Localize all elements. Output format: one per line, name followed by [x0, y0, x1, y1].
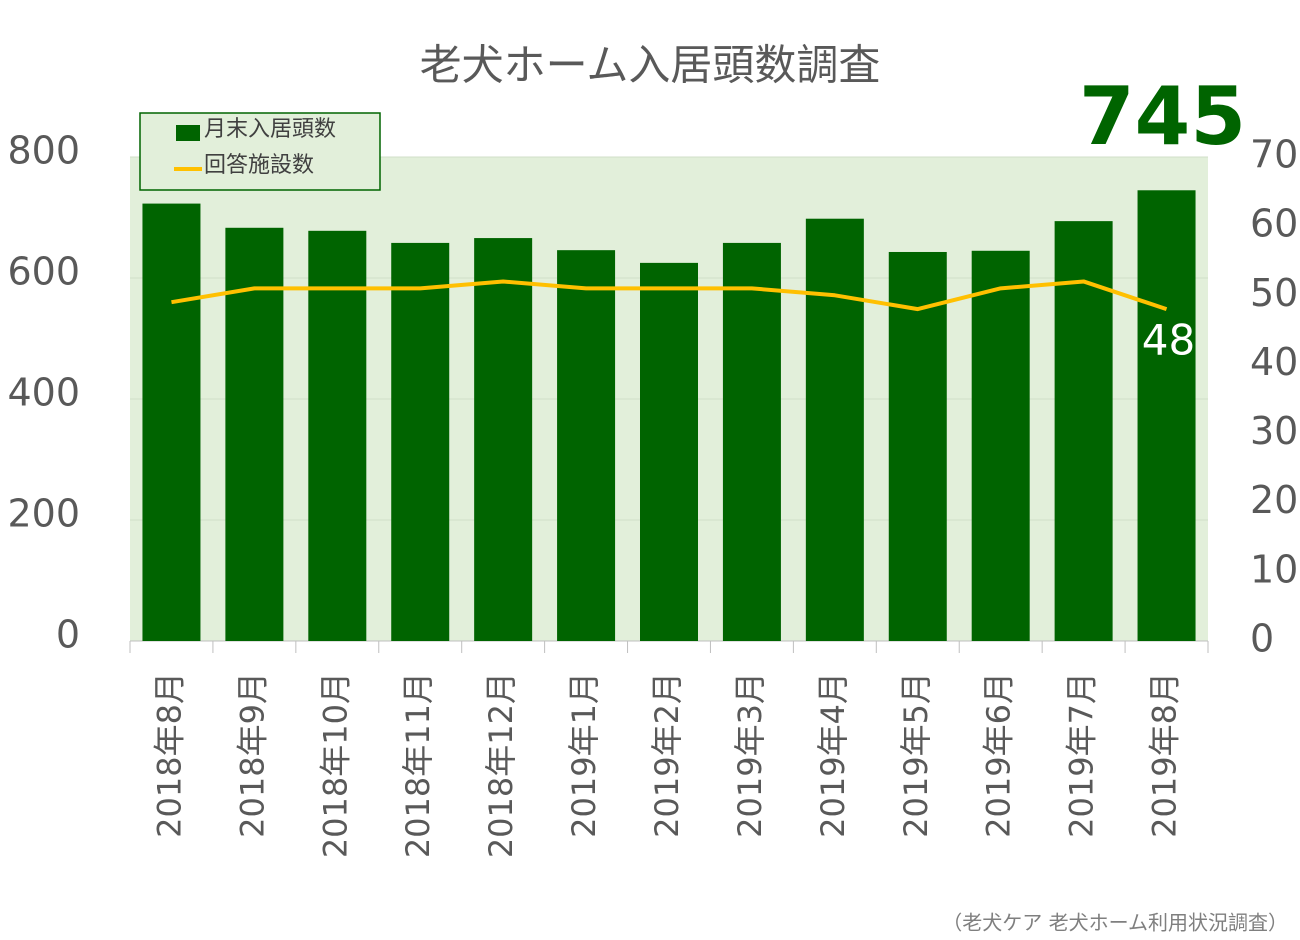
legend-label: 回答施設数 [204, 153, 314, 178]
x-tick-label: 2018年8月 [150, 672, 188, 838]
bar [391, 242, 450, 641]
x-tick-label: 2019年5月 [897, 672, 935, 838]
y-tick-label: 400 [7, 371, 80, 415]
y2-tick-label: 20 [1250, 478, 1298, 522]
bar [971, 250, 1030, 641]
bar [474, 238, 533, 641]
y-tick-label: 600 [7, 250, 80, 294]
y2-tick-label: 0 [1250, 617, 1274, 661]
bar [888, 251, 947, 642]
y2-tick-label: 70 [1250, 133, 1298, 177]
x-tick-label: 2019年8月 [1146, 672, 1184, 838]
x-tick-label: 2018年12月 [482, 672, 520, 858]
x-tick-label: 2018年11月 [399, 672, 437, 858]
line-value-label: 48 [1142, 316, 1195, 365]
bar [640, 262, 698, 641]
source-note: （老犬ケア 老犬ホーム利用状況調査） [942, 911, 1288, 935]
y2-tick-label: 50 [1250, 271, 1298, 315]
bar-value-label: 745 [1079, 70, 1246, 163]
bar [722, 242, 781, 641]
x-tick-label: 2019年2月 [648, 672, 686, 838]
y2-tick-label: 40 [1250, 340, 1298, 384]
chart-title: 老犬ホーム入居頭数調査 [420, 41, 881, 90]
x-tick-label: 2018年9月 [233, 672, 271, 838]
x-tick-label: 2019年1月 [565, 672, 603, 838]
y2-tick-label: 30 [1250, 409, 1298, 453]
y2-tick-label: 60 [1250, 202, 1298, 246]
x-tick-label: 2019年6月 [980, 672, 1018, 838]
y-tick-label: 0 [56, 613, 80, 657]
bar [308, 230, 367, 641]
x-tick-label: 2019年4月 [814, 672, 852, 838]
bar [142, 203, 201, 641]
bar [557, 250, 616, 642]
y-tick-label: 800 [7, 129, 80, 173]
bar [805, 218, 864, 641]
bar [1137, 190, 1196, 641]
x-tick-label: 2019年7月 [1063, 672, 1101, 838]
legend-swatch-bar [176, 125, 200, 141]
y-tick-label: 200 [7, 492, 80, 536]
legend-label: 月末入居頭数 [204, 117, 336, 142]
y2-tick-label: 10 [1250, 547, 1298, 591]
line-series [171, 279, 1168, 312]
x-tick-label: 2019年3月 [731, 672, 769, 838]
x-tick-label: 2018年10月 [316, 672, 354, 858]
bar [1054, 221, 1113, 641]
bar [225, 227, 284, 641]
